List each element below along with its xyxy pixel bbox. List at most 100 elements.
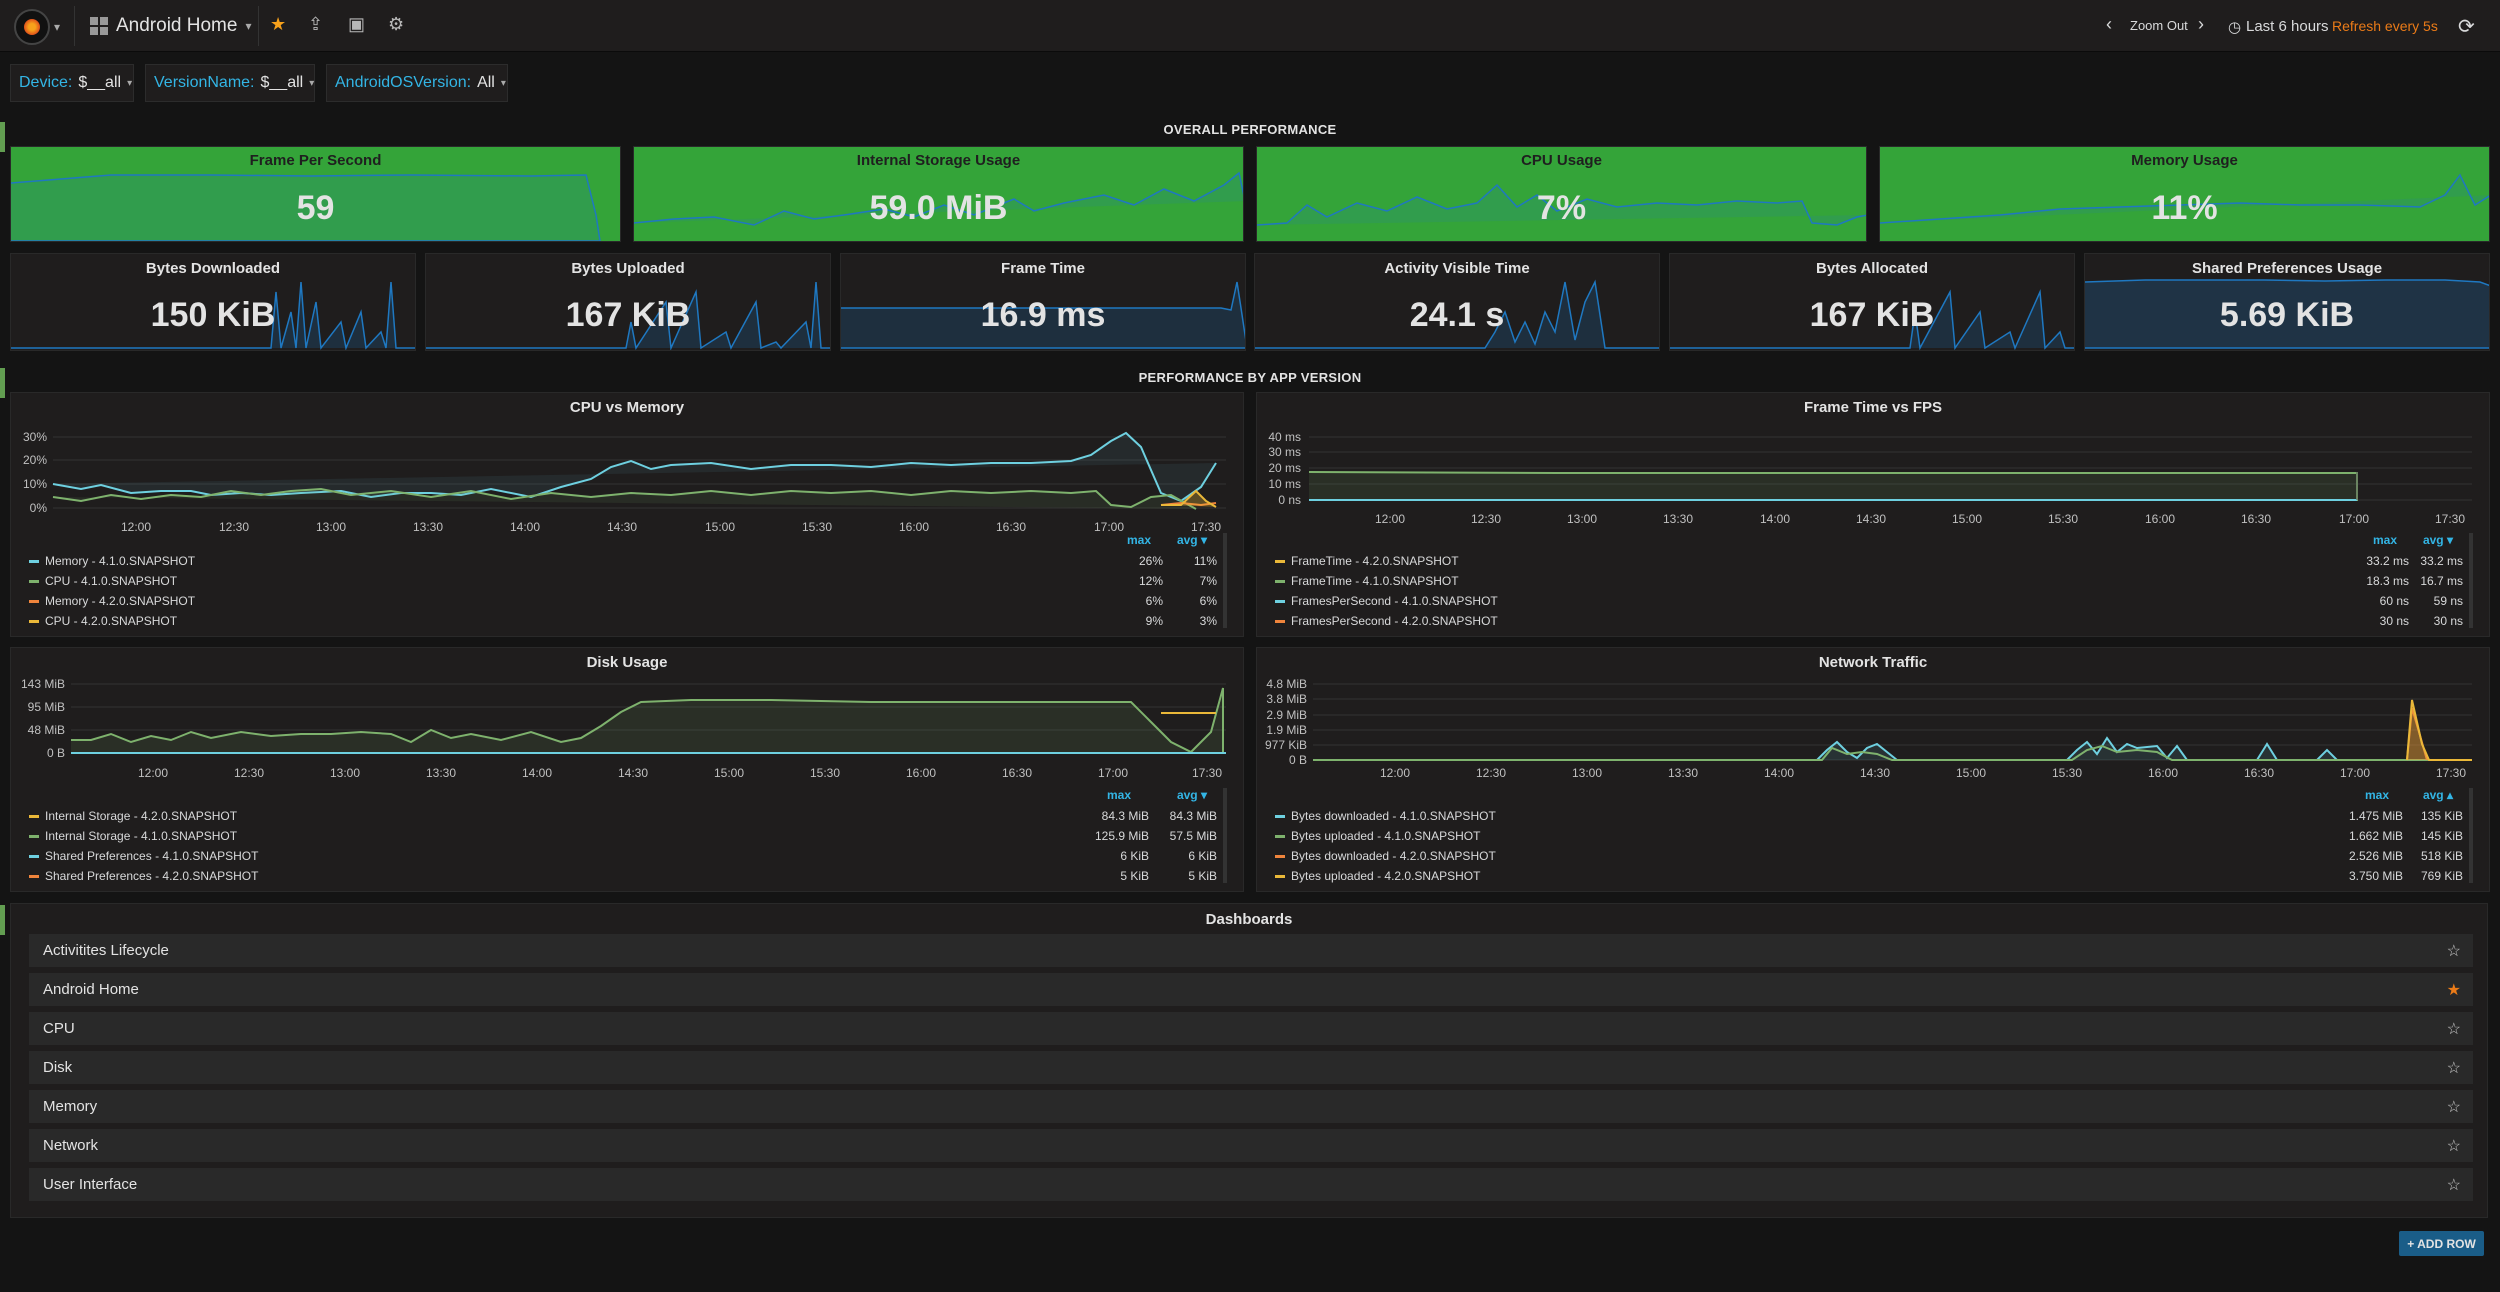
x-tick: 12:30 <box>1476 766 1506 780</box>
legend-avg-header[interactable]: avg ▴ <box>2422 788 2453 802</box>
add-row-button[interactable]: + ADD ROW <box>2399 1231 2484 1256</box>
dashboard-link-disk[interactable]: Disk ☆ <box>29 1051 2473 1084</box>
stat-panel-cpu-usage[interactable]: CPU Usage 7% <box>1256 146 1867 242</box>
legend-item[interactable]: Bytes downloaded - 4.2.0.SNAPSHOT 2.526 M… <box>1269 846 2467 866</box>
legend-max-header[interactable]: max <box>2372 533 2397 547</box>
legend-item[interactable]: Memory - 4.1.0.SNAPSHOT 26% 11% <box>23 551 1221 571</box>
time-range-picker[interactable]: Last 6 hours <box>2246 18 2329 35</box>
row-marker[interactable] <box>0 368 5 398</box>
x-tick: 17:30 <box>1191 520 1221 534</box>
dashboard-link-activities-lifecycle[interactable]: Activitites Lifecycle ☆ <box>29 934 2473 967</box>
stat-value: 5.69 KiB <box>2219 296 2355 334</box>
x-tick: 15:00 <box>714 766 744 780</box>
stat-panel-bytes-downloaded[interactable]: Bytes Downloaded 150 KiB <box>10 253 416 351</box>
row-marker[interactable] <box>0 905 5 935</box>
dashboard-title: Android Home <box>116 15 238 36</box>
refresh-icon[interactable]: ⟳ <box>2458 16 2475 38</box>
stat-value: 150 KiB <box>150 296 276 334</box>
frametime-fps-graph: 40 ms 30 ms 20 ms 10 ms 0 ns 12:00 12:30… <box>1268 430 2472 526</box>
legend-item[interactable]: CPU - 4.1.0.SNAPSHOT 12% 7% <box>23 571 1221 591</box>
legend-item[interactable]: FramesPerSecond - 4.2.0.SNAPSHOT 30 ns 30 … <box>1269 611 2467 631</box>
legend-item[interactable]: Internal Storage - 4.1.0.SNAPSHOT 125.9 M… <box>23 826 1221 846</box>
row-title-by-version: PERFORMANCE BY APP VERSION <box>1138 370 1362 385</box>
graph-panel-frametime-vs-fps[interactable]: Frame Time vs FPS 40 ms 30 ms 20 ms 10 m… <box>1256 392 2490 637</box>
caret-down-icon[interactable]: ▾ <box>54 20 61 34</box>
x-tick: 16:00 <box>906 766 936 780</box>
legend-item[interactable]: Shared Preferences - 4.2.0.SNAPSHOT 5 KiB… <box>23 866 1221 886</box>
chevron-left-icon[interactable]: ‹ <box>2106 14 2112 34</box>
stat-panel-bytes-uploaded[interactable]: Bytes Uploaded 167 KiB <box>425 253 831 351</box>
grafana-logo-icon[interactable] <box>14 9 50 45</box>
chevron-right-icon[interactable]: › <box>2198 14 2204 34</box>
legend-max-header[interactable]: max <box>1126 533 1151 547</box>
legend-scrollbar[interactable] <box>1223 788 1227 883</box>
legend-item[interactable]: Bytes uploaded - 4.2.0.SNAPSHOT 3.750 MiB… <box>1269 866 2467 886</box>
legend-item[interactable]: Internal Storage - 4.2.0.SNAPSHOT 84.3 Mi… <box>23 806 1221 826</box>
dashboard-link-user-interface[interactable]: User Interface ☆ <box>29 1168 2473 1201</box>
x-tick: 17:00 <box>1098 766 1128 780</box>
stat-panel-memory-usage[interactable]: Memory Usage 11% <box>1879 146 2490 242</box>
legend-scrollbar[interactable] <box>2469 788 2473 883</box>
star-icon[interactable]: ★ <box>270 14 287 34</box>
star-icon[interactable]: ☆ <box>2446 1138 2461 1155</box>
variable-androidosversion[interactable]: AndroidOSVersion: All ▾ <box>326 64 508 102</box>
legend-scrollbar[interactable] <box>1223 533 1227 628</box>
variable-versionname[interactable]: VersionName: $__all ▾ <box>145 64 315 102</box>
share-icon[interactable]: ⇪ <box>308 14 324 34</box>
star-icon[interactable]: ☆ <box>2446 1099 2461 1116</box>
dashboard-link-memory[interactable]: Memory ☆ <box>29 1090 2473 1123</box>
variable-device[interactable]: Device: $__all ▾ <box>10 64 134 102</box>
dashboard-link-android-home[interactable]: Android Home ★ <box>29 973 2473 1006</box>
x-tick: 12:00 <box>1380 766 1410 780</box>
sparkline <box>1255 279 1659 349</box>
save-icon[interactable]: ▣ <box>348 14 366 34</box>
x-tick: 15:00 <box>1956 766 1986 780</box>
x-tick: 15:30 <box>2052 766 2082 780</box>
dashboard-link-cpu[interactable]: CPU ☆ <box>29 1012 2473 1045</box>
y-tick: 4.8 MiB <box>1266 677 1307 691</box>
legend-max-header[interactable]: max <box>2364 788 2389 802</box>
zoom-out-button[interactable]: Zoom Out <box>2130 18 2188 33</box>
legend-avg-header[interactable]: avg ▾ <box>2422 533 2453 547</box>
legend-avg-header[interactable]: avg ▾ <box>1176 788 1207 802</box>
star-icon[interactable]: ☆ <box>2446 1177 2461 1194</box>
stat-panel-bytes-allocated[interactable]: Bytes Allocated 167 KiB <box>1669 253 2075 351</box>
row-marker[interactable] <box>0 122 5 152</box>
refresh-interval-label[interactable]: Refresh every 5s <box>2332 18 2438 34</box>
star-icon[interactable]: ☆ <box>2446 1060 2461 1077</box>
legend-item[interactable]: FrameTime - 4.2.0.SNAPSHOT 33.2 ms 33.2 ms <box>1269 551 2467 571</box>
stat-value: 167 KiB <box>565 296 691 334</box>
dashboard-link-network[interactable]: Network ☆ <box>29 1129 2473 1162</box>
graph-legend: max avg ▴ Bytes downloaded - 4.1.0.SNAPS… <box>1269 788 2467 886</box>
x-tick: 12:00 <box>121 520 151 534</box>
dashboard-list-panel: Dashboards Activitites Lifecycle ☆ Androi… <box>10 903 2488 1218</box>
star-icon[interactable]: ☆ <box>2446 1021 2461 1038</box>
legend-item[interactable]: Bytes uploaded - 4.1.0.SNAPSHOT 1.662 MiB… <box>1269 826 2467 846</box>
top-navbar: ▾ Android Home ▾ ★ ⇪ ▣ ⚙ ‹ Zoom Out › ◷ … <box>0 0 2500 52</box>
x-tick: 16:00 <box>899 520 929 534</box>
legend-item[interactable]: Memory - 4.2.0.SNAPSHOT 6% 6% <box>23 591 1221 611</box>
dashboard-picker[interactable]: Android Home ▾ <box>90 12 251 40</box>
legend-item[interactable]: Shared Preferences - 4.1.0.SNAPSHOT 6 KiB… <box>23 846 1221 866</box>
stat-panel-shared-preferences[interactable]: Shared Preferences Usage 5.69 KiB <box>2084 253 2490 351</box>
legend-max-header[interactable]: max <box>1106 788 1131 802</box>
legend-avg-header[interactable]: avg ▾ <box>1176 533 1207 547</box>
star-icon[interactable]: ★ <box>2446 982 2461 999</box>
legend-item[interactable]: FramesPerSecond - 4.1.0.SNAPSHOT 60 ns 59 … <box>1269 591 2467 611</box>
stat-panel-fps[interactable]: Frame Per Second 59 <box>10 146 621 242</box>
x-tick: 14:00 <box>1764 766 1794 780</box>
legend-item[interactable]: FrameTime - 4.1.0.SNAPSHOT 18.3 ms 16.7 ms <box>1269 571 2467 591</box>
y-tick: 2.9 MiB <box>1266 708 1307 722</box>
stat-panel-frame-time[interactable]: Frame Time 16.9 ms <box>840 253 1246 351</box>
star-icon[interactable]: ☆ <box>2446 943 2461 960</box>
legend-item[interactable]: Bytes downloaded - 4.1.0.SNAPSHOT 1.475 M… <box>1269 806 2467 826</box>
stat-panel-internal-storage[interactable]: Internal Storage Usage 59.0 MiB <box>633 146 1244 242</box>
gear-icon[interactable]: ⚙ <box>388 14 405 34</box>
stat-panel-activity-visible-time[interactable]: Activity Visible Time 24.1 s <box>1254 253 1660 351</box>
graph-panel-network-traffic[interactable]: Network Traffic 4.8 MiB 3.8 MiB 2.9 MiB … <box>1256 647 2490 892</box>
graph-panel-disk-usage[interactable]: Disk Usage 143 MiB 95 MiB 48 MiB 0 B 12:… <box>10 647 1244 892</box>
legend-scrollbar[interactable] <box>2469 533 2473 628</box>
network-traffic-graph: 4.8 MiB 3.8 MiB 2.9 MiB 1.9 MiB 977 KiB … <box>1265 677 2472 780</box>
legend-item[interactable]: CPU - 4.2.0.SNAPSHOT 9% 3% <box>23 611 1221 631</box>
graph-panel-cpu-vs-memory[interactable]: CPU vs Memory 30% 20% 10% 0% 12:00 12:30… <box>10 392 1244 637</box>
